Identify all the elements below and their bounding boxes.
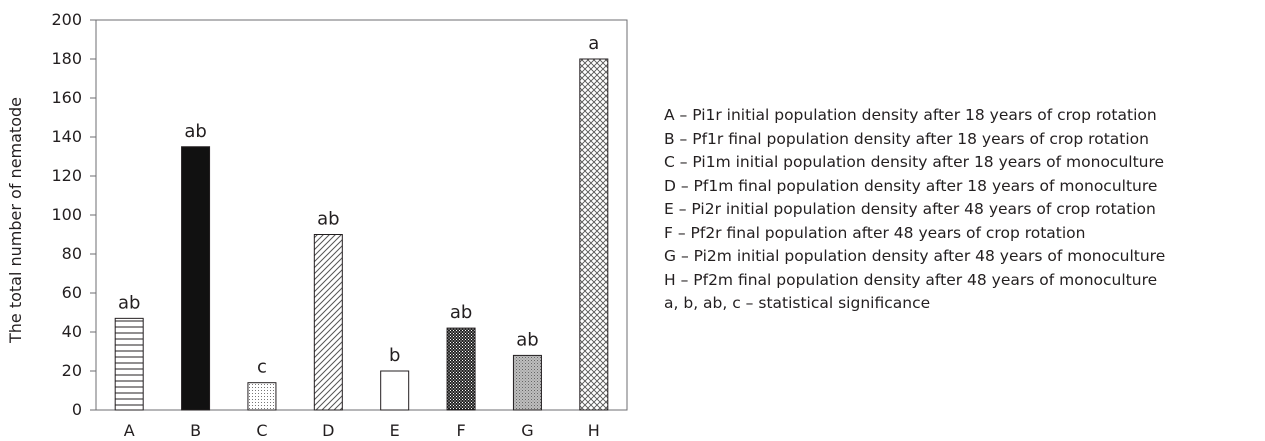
y-tick-label: 200 [51,10,82,29]
y-tick-label: 80 [62,244,82,263]
y-axis-label: The total number of nematode [6,97,25,344]
legend-entry: C – Pi1m initial population density afte… [664,153,1165,171]
significance-label: c [257,357,267,378]
bar-g [512,354,542,411]
y-tick-label: 180 [51,49,82,68]
y-tick-label: 40 [62,322,82,341]
axes: 0 20 40 60 80 100 120 140 160 180 200 The total num… [6,10,628,419]
plot-frame [95,19,628,411]
legend-entry: E – Pi2r initial population density afte… [664,200,1156,218]
y-tick-label: 120 [51,166,82,185]
significance-label: ab [450,302,472,323]
legend-entry: B – Pf1r final population density after … [664,129,1149,148]
significance-label: a [588,33,599,54]
bars [114,58,609,411]
legend-entry: a, b, ab, c – statistical significance [664,294,931,312]
x-tick-label: E [390,421,400,440]
bar-e [380,370,410,411]
legend-entry: H – Pf2m final population density after … [664,270,1158,289]
bar-c [247,382,277,411]
x-tick-label: H [588,421,600,440]
x-tick-label: G [521,421,533,440]
y-tick-label: 60 [62,283,82,302]
significance-label: ab [516,329,538,350]
y-tick-label: 20 [62,361,82,380]
significance-label: ab [317,209,339,230]
x-tick-label: C [256,421,267,440]
bar-a [114,317,144,411]
legend: A – Pi1r initial population density afte… [664,104,1165,316]
bar-chart: 0 20 40 60 80 100 120 140 160 180 200 The total num… [6,10,628,440]
legend-entry: F – Pf2r final population after 48 years… [664,223,1086,242]
bar-d [313,234,343,411]
significance-label: ab [184,121,206,142]
bar-b [181,146,211,411]
y-tick-label: 140 [51,127,82,146]
significance-label: ab [118,292,140,313]
y-tick-label: 100 [51,205,82,224]
bar-f [446,327,476,411]
significance-label: b [389,345,400,366]
bar-h [579,58,609,411]
labels: ab Aab Bc Cab Db Eab Fab Ga H [118,33,600,440]
x-tick-label: F [456,421,465,440]
legend-entry: A – Pi1r initial population density afte… [664,106,1157,124]
x-tick-label: D [322,421,334,440]
y-tick-label: 160 [51,88,82,107]
x-tick-label: B [190,421,201,440]
legend-entry: G – Pi2m initial population density afte… [664,247,1166,265]
x-tick-label: A [124,421,135,440]
legend-entry: D – Pf1m final population density after … [664,176,1158,195]
y-tick-label: 0 [72,400,82,419]
